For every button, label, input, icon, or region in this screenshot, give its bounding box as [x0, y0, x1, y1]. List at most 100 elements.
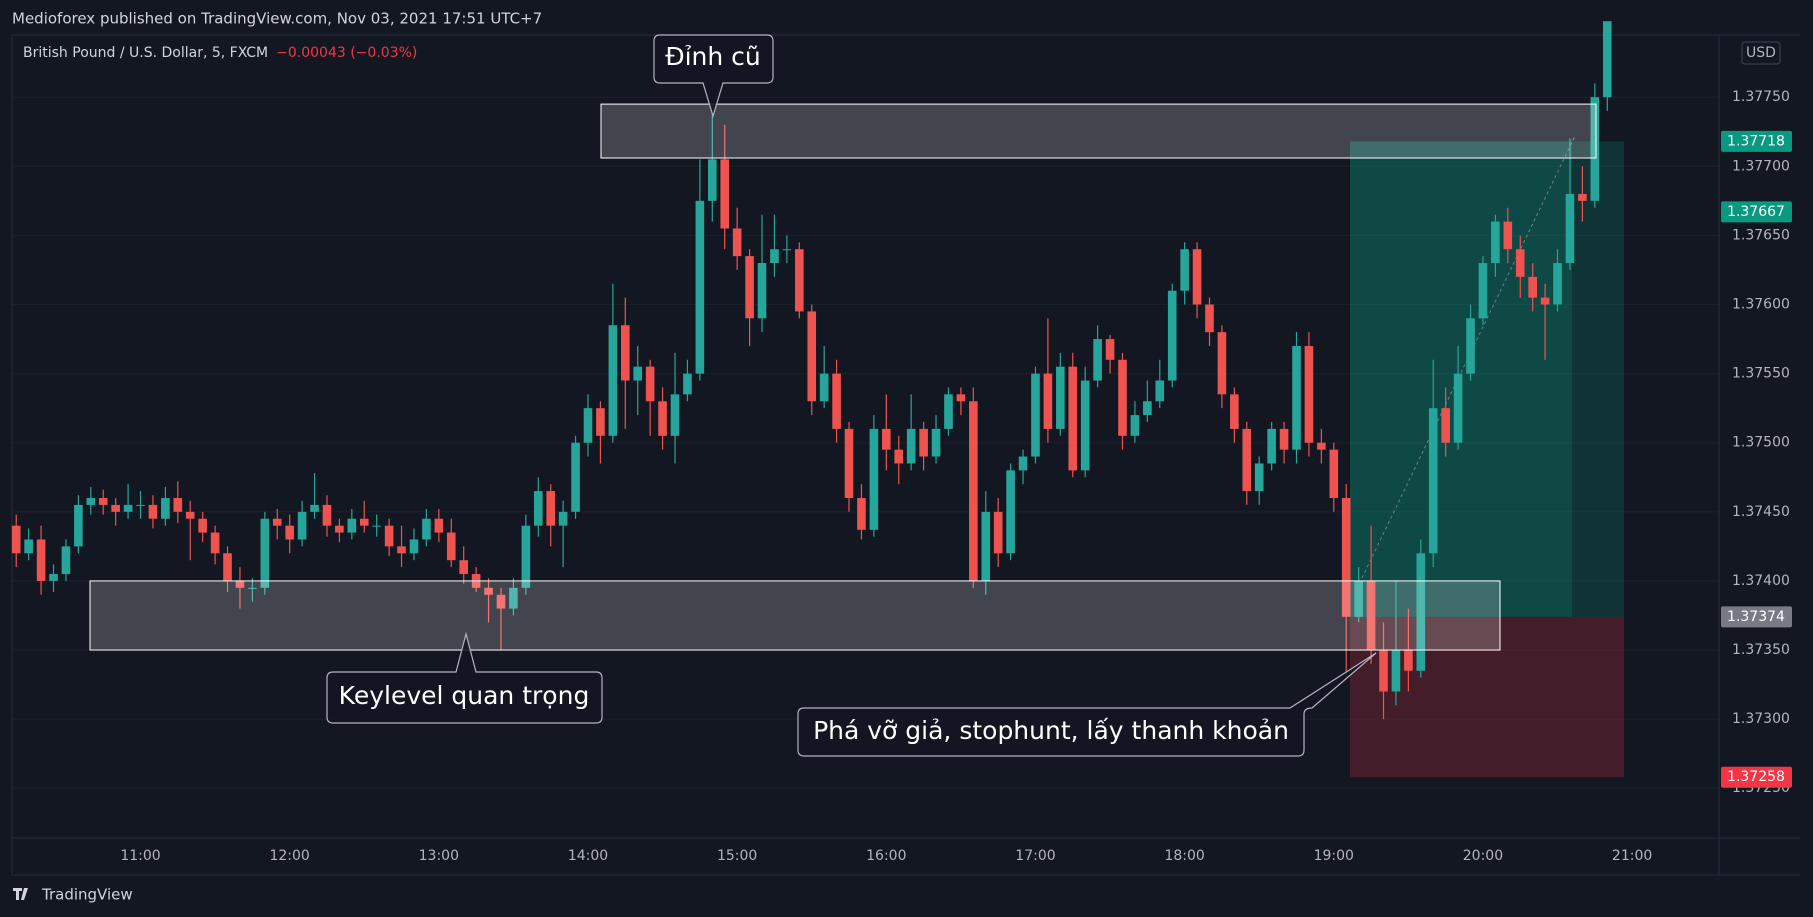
price-zone	[89, 580, 1501, 651]
candle-body	[36, 539, 46, 581]
y-tick-label: 1.37650	[1732, 227, 1790, 243]
candle-body	[1230, 394, 1239, 429]
candle-body	[496, 594, 506, 609]
candle-body	[770, 249, 779, 264]
candle-body	[1043, 373, 1053, 429]
candle-body	[1118, 359, 1127, 436]
x-tick-label: 15:00	[717, 848, 757, 864]
candle-body	[1192, 249, 1202, 305]
callout-fake-break: Phá vỡ giả, stophunt, lấy thanh khoản	[797, 652, 1377, 757]
candle-body	[223, 553, 232, 581]
candle-body	[633, 366, 643, 381]
currency-box[interactable]	[1741, 41, 1781, 65]
candle-body	[882, 428, 891, 450]
x-tick-label: 18:00	[1164, 848, 1204, 864]
candle-body	[1242, 428, 1252, 492]
candle-body	[484, 587, 493, 595]
candle-body	[745, 256, 754, 319]
candle-body	[1590, 97, 1600, 201]
candle-body	[1292, 345, 1301, 450]
candle-body	[1056, 366, 1065, 429]
candle-body	[695, 200, 705, 374]
candle-body	[670, 394, 680, 436]
candle-body	[782, 249, 792, 251]
position-path	[1361, 135, 1576, 579]
callout-box	[326, 631, 603, 724]
callout-text: Keylevel quan trọng	[339, 681, 590, 710]
candle-body	[509, 587, 518, 609]
candle-body	[297, 511, 307, 540]
candle-body	[1329, 449, 1339, 499]
candle-body	[98, 498, 108, 505]
candle-body	[248, 587, 257, 589]
candle-body	[1553, 263, 1562, 305]
x-tick-label: 12:00	[269, 848, 309, 864]
candle-body	[608, 325, 618, 436]
candle-body	[11, 525, 21, 554]
candle-body	[1130, 415, 1140, 436]
candle-body	[596, 408, 605, 436]
candle-body	[136, 504, 145, 506]
candle-body	[1155, 380, 1165, 402]
candle-body	[546, 491, 556, 526]
candle-body	[969, 401, 978, 581]
price-badge-label: 1.37374	[1727, 609, 1785, 625]
candle-body	[1416, 553, 1426, 671]
price-badge-label: 1.37667	[1727, 204, 1785, 220]
candle-body	[993, 511, 1003, 554]
candle-body	[645, 366, 655, 402]
plot-area	[11, 21, 1719, 789]
candle-body	[1068, 366, 1078, 471]
price-badge-label: 1.37718	[1727, 133, 1785, 149]
price-badge	[1721, 606, 1792, 628]
candle-body	[1528, 276, 1537, 298]
candle-body	[1217, 332, 1227, 395]
price-badge	[1721, 766, 1792, 788]
candle-body	[1031, 373, 1040, 457]
candle-body	[732, 228, 742, 257]
candle-body	[1366, 580, 1376, 651]
price-badge	[1721, 201, 1792, 223]
candle-body	[235, 580, 245, 588]
candle-body	[210, 532, 220, 554]
candle-body	[1105, 339, 1115, 360]
candle-body	[372, 525, 381, 527]
price-change: −0.00043 (−0.03%)	[276, 45, 417, 61]
x-tick-label: 20:00	[1463, 848, 1503, 864]
candle-body	[285, 525, 294, 540]
candle-body	[173, 498, 183, 512]
y-tick-label: 1.37700	[1732, 158, 1790, 174]
candle-body	[931, 428, 941, 457]
x-tick-label: 19:00	[1314, 848, 1354, 864]
y-tick-label: 1.37300	[1732, 711, 1790, 727]
price-badge	[1721, 130, 1792, 152]
candle-body	[620, 325, 630, 381]
y-tick-label: 1.37350	[1732, 642, 1790, 658]
candle-body	[832, 373, 841, 429]
candle-body	[1167, 290, 1177, 381]
candle-body	[422, 518, 431, 540]
brand: TradingView	[13, 886, 133, 904]
currency[interactable]: USD	[1746, 45, 1776, 61]
candle-body	[148, 504, 158, 519]
y-tick-label: 1.37600	[1732, 297, 1790, 313]
candle-body	[111, 504, 120, 512]
candle-body	[459, 560, 468, 575]
candle-body	[1453, 373, 1463, 443]
candle-body	[1578, 193, 1587, 201]
callout-keylevel: Keylevel quan trọng	[326, 631, 603, 724]
candle-body	[906, 428, 916, 464]
candle-body	[1006, 470, 1015, 554]
candle-body	[1317, 442, 1326, 450]
candle-body	[1515, 249, 1525, 277]
x-tick-label: 14:00	[568, 848, 608, 864]
candle-body	[61, 546, 71, 575]
candle-body	[819, 373, 829, 402]
candle-body	[894, 449, 904, 464]
candle-body	[1602, 21, 1612, 98]
candle-body	[1180, 249, 1189, 291]
candle-body	[1540, 297, 1550, 305]
candle-body	[198, 518, 207, 533]
